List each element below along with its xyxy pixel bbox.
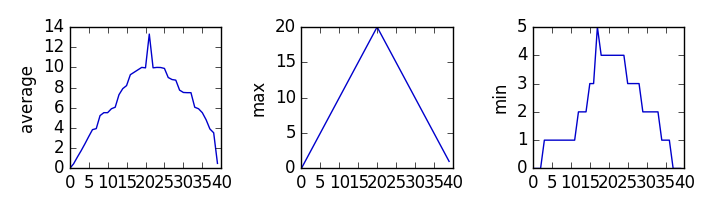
Y-axis label: min: min [492,82,510,113]
Y-axis label: max: max [250,80,268,116]
Y-axis label: average: average [18,64,36,132]
